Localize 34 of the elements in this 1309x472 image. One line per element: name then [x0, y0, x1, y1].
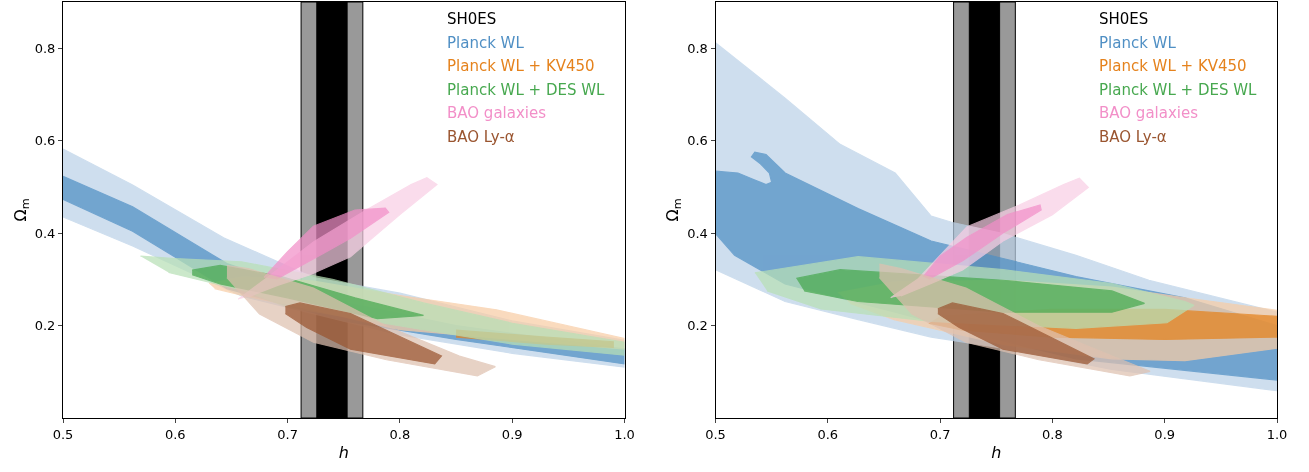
text: Planck WL + KV450	[1099, 57, 1247, 75]
band-label: SH0ES	[1099, 10, 1149, 28]
y-tick-label: 0.6	[34, 133, 56, 149]
x-tick-label: 0.7	[929, 426, 951, 442]
y-tick-label: 0.6	[687, 133, 708, 149]
x-tick-label: 0.8	[1042, 426, 1063, 442]
x-tick-label: 0.5	[52, 426, 74, 442]
text: Planck WL + DES WL	[1099, 81, 1258, 99]
text: BAO galaxies	[1099, 104, 1199, 122]
text: BAO galaxies	[447, 104, 547, 122]
y-tick-label: 0.8	[34, 40, 56, 56]
y-tick-label: 0.4	[687, 225, 708, 241]
text: BAO Ly-α	[1099, 128, 1167, 146]
x-tick-label: 0.6	[164, 426, 186, 442]
y-tick-label: 0.2	[34, 318, 56, 334]
text: BAO Ly-α	[447, 128, 515, 146]
text: Planck WL + DES WL	[447, 81, 606, 99]
x-tick-label: 0.5	[705, 426, 726, 442]
text: Planck WL	[1099, 34, 1177, 52]
band-label: SH0ES	[447, 10, 497, 28]
text: Planck WL + KV450	[447, 57, 595, 75]
x-tick-label: 0.9	[1154, 426, 1176, 442]
x-tick-label: 1.0	[1266, 426, 1288, 442]
x-tick-label: 0.7	[277, 426, 298, 442]
text: Planck WL	[447, 34, 525, 52]
x-tick-label: 1.0	[614, 426, 635, 442]
y-tick-label: 0.8	[687, 40, 708, 56]
y-tick-label: 0.2	[687, 318, 708, 334]
x-axis-title: h	[338, 443, 349, 463]
x-tick-label: 0.8	[389, 426, 411, 442]
y-tick-label: 0.4	[34, 225, 56, 241]
x-tick-label: 0.6	[817, 426, 839, 442]
x-tick-label: 0.9	[501, 426, 523, 442]
x-axis-title: h	[991, 443, 1002, 463]
